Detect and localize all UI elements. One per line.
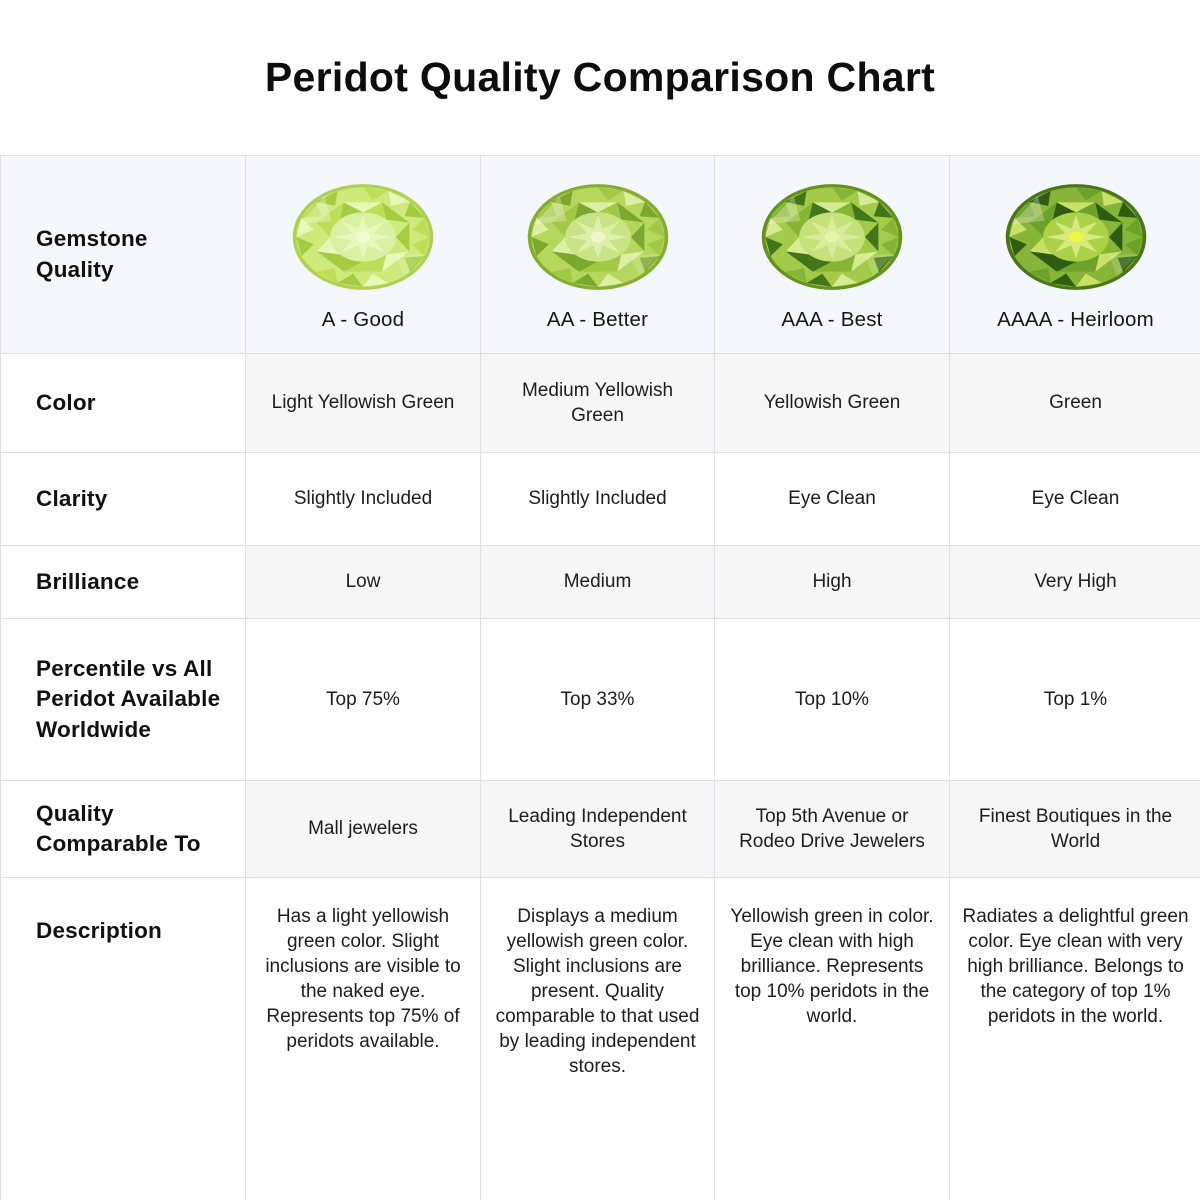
row-label-color: Color xyxy=(1,354,246,453)
cell-description-aa: Displays a medium yellowish green color.… xyxy=(481,878,715,1200)
peridot-aa-better-gem-image xyxy=(525,181,671,293)
title-band: Peridot Quality Comparison Chart xyxy=(0,0,1200,155)
grade-label: AAA - Best xyxy=(781,308,883,331)
cell-brilliance-aa: Medium xyxy=(481,546,715,619)
cell-description-a: Has a light yellowish green color. Sligh… xyxy=(246,878,481,1200)
grade-header-a-good: A - Good xyxy=(246,156,481,354)
peridot-aaaa-heirloom-gem-image xyxy=(1003,181,1149,293)
row-label-gemstone-quality: Gemstone Quality xyxy=(1,156,246,354)
cell-clarity-aaaa: Eye Clean xyxy=(950,453,1200,546)
grade-header-aa-better: AA - Better xyxy=(481,156,715,354)
page-title: Peridot Quality Comparison Chart xyxy=(264,54,936,100)
cell-percentile-aaa: Top 10% xyxy=(715,619,950,781)
cell-comparable-a: Mall jewelers xyxy=(246,781,481,878)
cell-brilliance-a: Low xyxy=(246,546,481,619)
cell-color-aaaa: Green xyxy=(950,354,1200,453)
grade-header-aaa-best: AAA - Best xyxy=(715,156,950,354)
grade-label: AAAA - Heirloom xyxy=(997,308,1154,331)
row-label-percentile: Percentile vs All Peridot Available Worl… xyxy=(1,619,246,781)
grade-label: A - Good xyxy=(321,308,405,331)
cell-brilliance-aaaa: Very High xyxy=(950,546,1200,619)
grade-label: AA - Better xyxy=(546,308,649,331)
cell-clarity-a: Slightly Included xyxy=(246,453,481,546)
cell-color-aa: Medium Yellowish Green xyxy=(481,354,715,453)
cell-color-a: Light Yellowish Green xyxy=(246,354,481,453)
grade-header-aaaa-heirloom: AAAA - Heirloom xyxy=(950,156,1200,354)
row-label-comparable: Quality Comparable To xyxy=(1,781,246,878)
cell-clarity-aaa: Eye Clean xyxy=(715,453,950,546)
row-label-description: Description xyxy=(1,878,246,1200)
peridot-a-good-gem-image xyxy=(290,181,436,293)
cell-color-aaa: Yellowish Green xyxy=(715,354,950,453)
cell-description-aaaa: Radiates a delightful green color. Eye c… xyxy=(950,878,1200,1200)
cell-clarity-aa: Slightly Included xyxy=(481,453,715,546)
comparison-table: Gemstone Quality A - Good AA - Better AA… xyxy=(0,155,1200,1200)
cell-brilliance-aaa: High xyxy=(715,546,950,619)
peridot-aaa-best-gem-image xyxy=(759,181,905,293)
row-label-brilliance: Brilliance xyxy=(1,546,246,619)
cell-comparable-aaa: Top 5th Avenue or Rodeo Drive Jewelers xyxy=(715,781,950,878)
cell-percentile-a: Top 75% xyxy=(246,619,481,781)
cell-description-aaa: Yellowish green in color. Eye clean with… xyxy=(715,878,950,1200)
cell-comparable-aaaa: Finest Boutiques in the World xyxy=(950,781,1200,878)
cell-percentile-aa: Top 33% xyxy=(481,619,715,781)
cell-comparable-aa: Leading Independent Stores xyxy=(481,781,715,878)
row-label-clarity: Clarity xyxy=(1,453,246,546)
cell-percentile-aaaa: Top 1% xyxy=(950,619,1200,781)
